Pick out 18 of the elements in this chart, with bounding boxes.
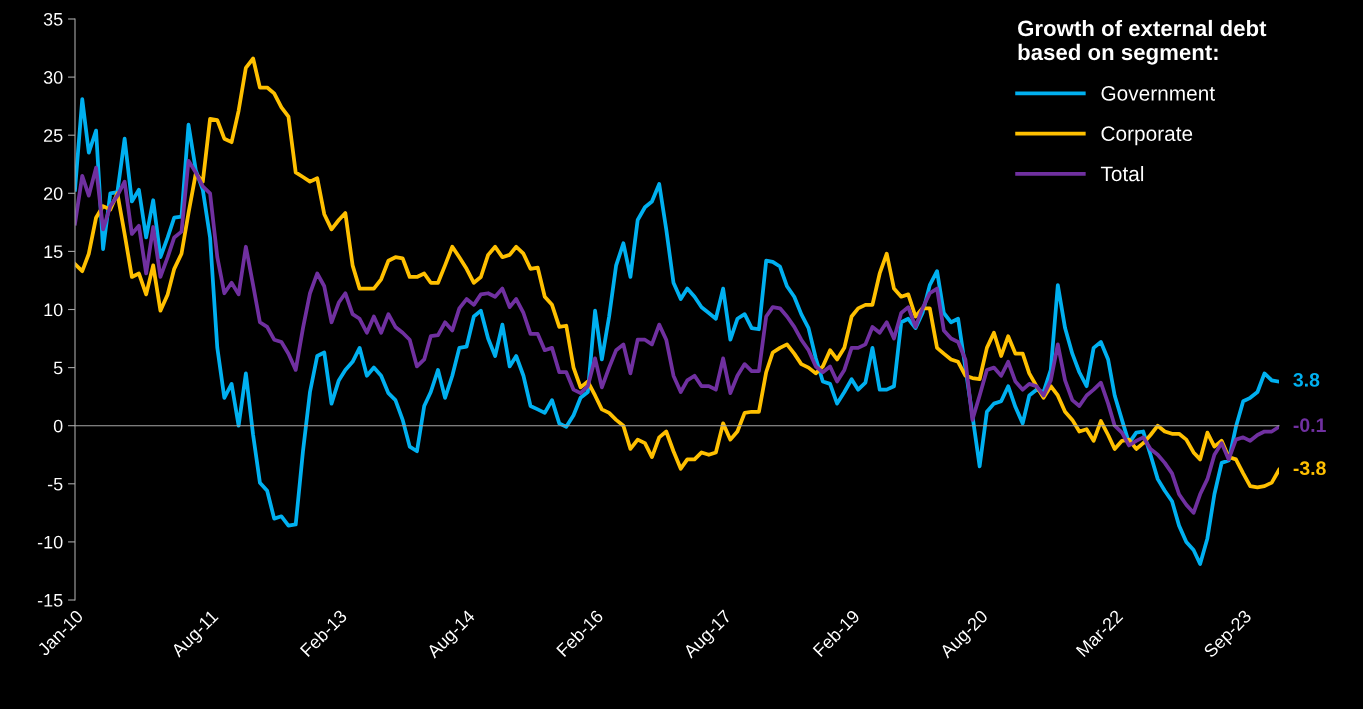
- data-label: -3.8: [1293, 461, 1326, 476]
- legend-label: Government: [1101, 86, 1215, 101]
- y-tick-label: 10: [44, 303, 63, 317]
- legend-label: Corporate: [1101, 126, 1193, 146]
- y-tick-label: -10: [37, 535, 63, 549]
- y-tick-label: 25: [44, 129, 63, 142]
- y-tick-label: 15: [44, 245, 63, 259]
- data-label: 3.8: [1293, 372, 1320, 387]
- y-tick-label: 35: [43, 12, 63, 26]
- data-label: -0.1: [1293, 418, 1326, 433]
- legend-label: Total: [1100, 165, 1144, 182]
- y-tick-label: 20: [44, 187, 63, 201]
- y-tick-label: -5: [47, 477, 63, 491]
- y-tick-label: -15: [37, 594, 63, 607]
- legend-title: Growth of external debt based on segment:: [1018, 19, 1267, 65]
- y-tick-label: 0: [53, 419, 63, 433]
- y-tick-label: 5: [53, 361, 63, 375]
- y-tick-label: 30: [43, 71, 63, 84]
